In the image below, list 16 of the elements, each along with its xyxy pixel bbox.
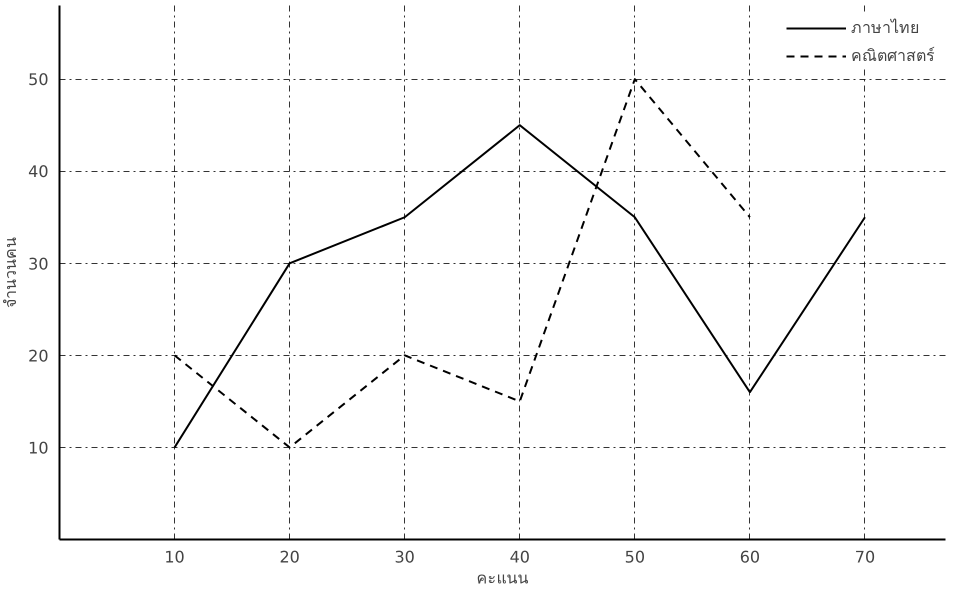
x-tick-label: 60 — [740, 548, 760, 566]
y-tick-label: 40 — [28, 162, 48, 182]
y-tick-label: 30 — [28, 254, 48, 274]
legend-label: ภาษาไทย — [851, 17, 919, 39]
y-tick-label: 50 — [28, 70, 48, 90]
x-tick-label: 40 — [510, 548, 530, 566]
y-axis-title: จำนวนคน — [3, 237, 20, 308]
x-tick-label: 70 — [854, 548, 876, 566]
legend-label: คณิตศาสตร์ — [851, 45, 935, 67]
x-axis-title: คะแนน — [476, 570, 528, 588]
y-tick-label: 20 — [28, 346, 48, 366]
x-tick-label: 20 — [279, 548, 300, 566]
y-tick-label: 10 — [28, 438, 48, 458]
x-tick-label: 50 — [624, 548, 646, 566]
x-tick-label: 10 — [164, 548, 185, 566]
x-tick-label: 30 — [394, 548, 415, 566]
